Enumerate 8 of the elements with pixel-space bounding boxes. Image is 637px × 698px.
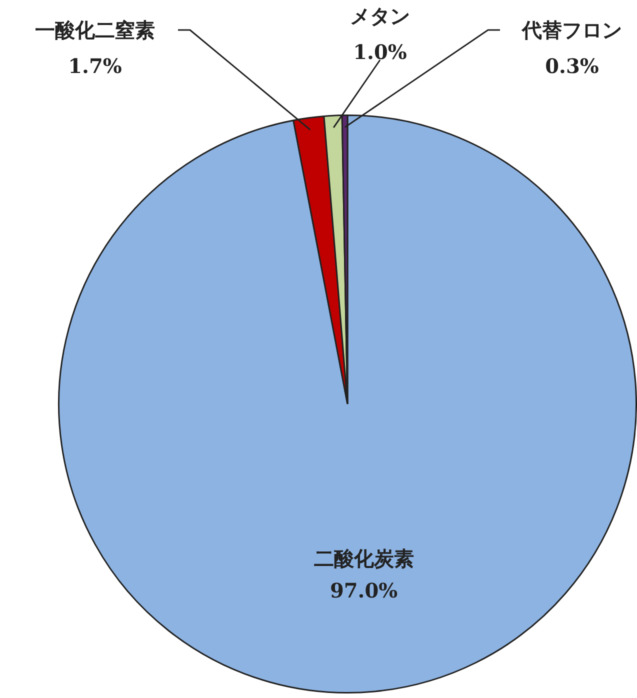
slice-label: 代替フロン xyxy=(521,18,622,42)
slice-label: メタン xyxy=(350,4,410,28)
data-label: 0.3% xyxy=(545,54,599,78)
slice-label: 二酸化炭素 xyxy=(314,546,414,571)
data-label: 1.0% xyxy=(353,40,407,64)
data-label: 1.7% xyxy=(68,54,122,78)
slice-label: 一酸化二窒素 xyxy=(35,18,155,42)
data-label: 97.0% xyxy=(330,578,398,603)
